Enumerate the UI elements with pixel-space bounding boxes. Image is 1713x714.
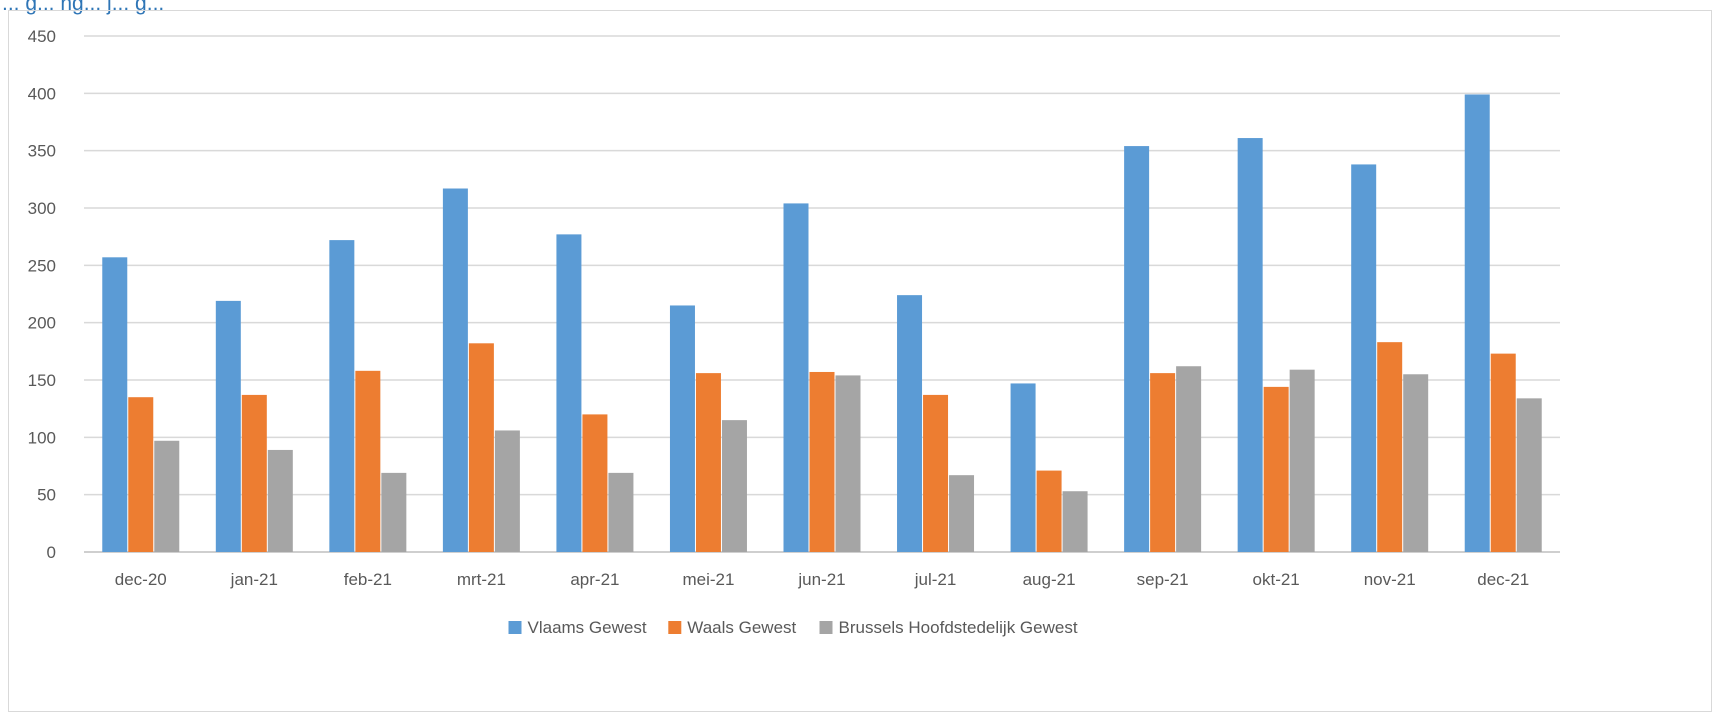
y-tick-label: 0 [47, 543, 56, 562]
bar [215, 300, 241, 552]
bar [1490, 353, 1516, 552]
y-tick-label: 300 [28, 199, 56, 218]
y-tick-label: 450 [28, 27, 56, 46]
x-tick-label: jul-21 [914, 570, 957, 589]
x-tick-label: mrt-21 [457, 570, 506, 589]
bar [329, 240, 355, 552]
bar [835, 375, 861, 552]
y-axis-ticks: 0 50 100 150 200 250 300 350 400 450 [28, 27, 56, 562]
x-tick-label: sep-21 [1137, 570, 1189, 589]
bar [355, 370, 381, 552]
bar [267, 449, 293, 552]
x-tick-label: jun-21 [797, 570, 845, 589]
bars [102, 94, 1542, 553]
bar [442, 188, 468, 553]
bar [1289, 369, 1315, 552]
bar [582, 414, 608, 552]
bar [1464, 94, 1490, 552]
y-tick-label: 350 [28, 142, 56, 161]
bar [897, 295, 923, 552]
bar [1516, 398, 1542, 552]
x-axis-ticks: dec-20 jan-21 feb-21 mrt-21 apr-21 mei-21 jun-… [115, 570, 1529, 589]
x-tick-label: okt-21 [1253, 570, 1300, 589]
bar [1377, 342, 1403, 552]
bar [695, 373, 721, 552]
legend-swatch [508, 621, 522, 634]
bar [1062, 491, 1088, 552]
bar [1237, 138, 1263, 552]
chart-frame [8, 10, 1712, 712]
bar [556, 234, 582, 552]
bar [923, 394, 949, 552]
x-tick-label: dec-21 [1477, 570, 1529, 589]
legend-item: Vlaams Gewest [508, 618, 647, 637]
x-tick-label: dec-20 [115, 570, 167, 589]
bar [669, 305, 695, 552]
legend-item: Waals Gewest [668, 618, 797, 637]
legend-swatch [819, 621, 833, 634]
bar [1351, 164, 1377, 552]
y-tick-label: 250 [28, 256, 56, 275]
bar [1124, 146, 1150, 552]
legend-item: Brussels Hoofdstedelijk Gewest [819, 618, 1078, 637]
x-tick-label: feb-21 [344, 570, 392, 589]
legend-label: Vlaams Gewest [528, 618, 647, 637]
bar [1010, 383, 1036, 552]
bar [721, 420, 747, 552]
bar [102, 257, 128, 552]
bar [1150, 373, 1176, 552]
bar [468, 343, 494, 552]
x-tick-label: nov-21 [1364, 570, 1416, 589]
legend-swatch [668, 621, 682, 634]
x-tick-label: aug-21 [1023, 570, 1076, 589]
bar [494, 430, 520, 552]
bar [1176, 366, 1202, 552]
bar [783, 203, 809, 552]
y-tick-label: 50 [37, 486, 56, 505]
bar [128, 397, 154, 552]
legend-label: Brussels Hoofdstedelijk Gewest [839, 618, 1078, 637]
y-tick-label: 100 [28, 428, 56, 447]
bar [949, 475, 975, 552]
x-tick-label: jan-21 [230, 570, 278, 589]
bar [608, 472, 634, 552]
legend-label: Waals Gewest [687, 618, 796, 637]
bar [1403, 374, 1429, 552]
legend: Vlaams Gewest Waals Gewest Brussels Hoofds… [508, 618, 1078, 637]
y-tick-label: 200 [28, 314, 56, 333]
bar [1263, 386, 1289, 552]
bar [809, 371, 835, 552]
y-tick-label: 150 [28, 371, 56, 390]
bar [1036, 470, 1062, 552]
x-tick-label: mei-21 [682, 570, 734, 589]
bar [241, 394, 267, 552]
y-tick-label: 400 [28, 84, 56, 103]
bar [154, 440, 180, 552]
x-tick-label: apr-21 [570, 570, 619, 589]
bar [381, 472, 407, 552]
chart-title-fragment: ... g... ng... j... g... [2, 0, 165, 15]
